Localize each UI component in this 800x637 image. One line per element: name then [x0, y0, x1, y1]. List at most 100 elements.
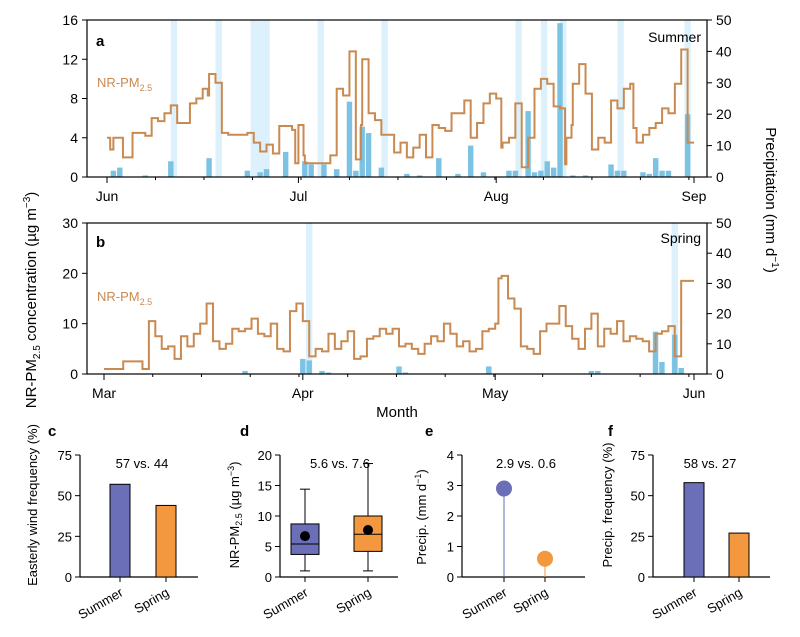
rain-band	[560, 20, 567, 177]
y2-tick-label: 20	[716, 306, 732, 322]
precip-bar	[486, 366, 492, 374]
precip-bar	[557, 23, 563, 177]
y2-tick-label: 40	[716, 43, 732, 59]
series-label-a: NR-PM2.5	[97, 75, 152, 93]
f-annotation: 58 vs. 27	[684, 456, 737, 471]
x-tick-label: Summer	[459, 584, 510, 622]
x-tick-label: Aug	[484, 188, 509, 204]
y-tick-label: 0	[70, 169, 78, 185]
rain-band	[381, 20, 388, 177]
rain-band	[170, 20, 178, 177]
y-ticks-b: 0 10 20 30	[62, 215, 87, 382]
pm-line-summer	[107, 48, 694, 169]
y-tick-label: 15	[258, 479, 272, 494]
y-tick-label: 0	[70, 366, 78, 382]
panel-letter-c: c	[48, 423, 56, 440]
bar-summer	[109, 483, 131, 578]
rain-band	[617, 20, 624, 177]
panel-letter-f: f	[608, 423, 614, 440]
y-tick-label: 0	[638, 570, 645, 585]
panel-letter-d: d	[240, 423, 249, 440]
y-tick-label: 0	[265, 570, 272, 585]
y-tick-label: 4	[447, 448, 454, 463]
c-annotation: 57 vs. 44	[116, 456, 169, 471]
precip-bar	[244, 170, 251, 177]
panel-letter-e: e	[425, 423, 433, 440]
precip-bar	[142, 175, 148, 177]
precip-bar	[588, 370, 595, 374]
precip-bar	[325, 372, 332, 374]
precip-bar	[684, 114, 691, 177]
panel-a: 0 4 8 12 16 0 10 20 30 40 50 Jun Jul Aug Sep a Summe…	[62, 12, 731, 204]
y-tick-label: 1	[447, 540, 454, 555]
bar-summer	[683, 482, 705, 578]
y2-ticks-b: 0 10 20 30 40 50	[707, 215, 732, 382]
c-y-axis-label: Easterly wind frequency (%)	[25, 424, 40, 586]
y2-tick-label: 10	[716, 138, 732, 154]
dot-spring	[537, 550, 553, 567]
rain-band	[317, 20, 324, 177]
precip-bar	[467, 145, 474, 177]
precip-bar	[359, 126, 365, 177]
precip-bar	[678, 367, 684, 374]
precip-bar	[544, 161, 550, 177]
precip-bar	[621, 170, 627, 177]
f-y-axis-label: Precip. frequency (%)	[600, 443, 615, 568]
bar-spring	[728, 532, 750, 578]
precip-bar	[404, 173, 410, 177]
y-tick-label: 50	[631, 489, 645, 504]
panel-b: 0 10 20 30 0 10 20 30 40 50 Mar Apr May Jun b Sprin…	[62, 215, 731, 401]
series-label-b: NR-PM2.5	[97, 289, 152, 307]
precip-bar	[319, 370, 325, 374]
y2-axis-label: Precipitation (mm d−1)	[762, 127, 780, 273]
y-tick-label: 20	[62, 265, 78, 281]
y-tick-label: 2	[447, 509, 454, 524]
dot-summer	[496, 480, 512, 497]
precip-bar	[402, 372, 409, 374]
y2-tick-label: 0	[716, 366, 724, 382]
panel-letter-b: b	[96, 234, 105, 251]
x-tick-label: Summer	[260, 584, 311, 622]
bar-spring	[155, 504, 177, 578]
precip-bar	[302, 161, 308, 177]
mean-dot	[363, 525, 373, 536]
precip-bar	[531, 172, 538, 177]
pm-line-spring	[104, 274, 694, 370]
precip-bar	[263, 169, 270, 177]
y-tick-label: 25	[58, 529, 72, 544]
rain-bands-a	[170, 20, 691, 177]
y-tick-label: 16	[62, 12, 78, 28]
precip-bar	[659, 170, 665, 177]
y-tick-label: 50	[58, 489, 72, 504]
x-tick-label: Spring	[510, 585, 550, 617]
y-tick-label: 0	[447, 570, 454, 585]
precip-bar	[168, 161, 174, 177]
y2-tick-label: 40	[716, 245, 732, 261]
y2-tick-label: 20	[716, 106, 732, 122]
x-tick-label: Sep	[682, 188, 707, 204]
precip-bar	[300, 358, 306, 374]
precip-bar	[378, 167, 385, 177]
precip-bar	[110, 170, 117, 177]
panel-e: 0 1 2 3 4 Summer Spring e Precip. (mm d−1) 2.9…	[413, 423, 585, 622]
precip-bar	[396, 366, 402, 374]
y-tick-label: 5	[265, 540, 272, 555]
y-tick-label: 4	[70, 130, 78, 146]
y2-tick-label: 50	[716, 12, 732, 28]
precip-bar	[570, 175, 576, 177]
x-tick-label: Spring	[131, 585, 171, 617]
precip-bar	[614, 170, 621, 177]
shared-y-axis-label: NR-PM2.5 concentration (µg m−3)	[22, 192, 43, 409]
rain-band	[671, 223, 678, 374]
panel-c: 0 25 50 75 Summer Spring c Easterly wind freq…	[25, 423, 198, 622]
x-ticks-a: Jun Jul Aug Sep	[96, 177, 707, 204]
y2-tick-label: 10	[716, 336, 732, 352]
precip-bar	[646, 173, 653, 177]
y-tick-label: 25	[631, 529, 645, 544]
x-tick-label: May	[482, 385, 508, 401]
x-tick-label: Summer	[649, 584, 700, 622]
precip-bar	[595, 370, 601, 374]
panel-letter-a: a	[96, 33, 105, 50]
y-tick-label: 8	[70, 91, 78, 107]
